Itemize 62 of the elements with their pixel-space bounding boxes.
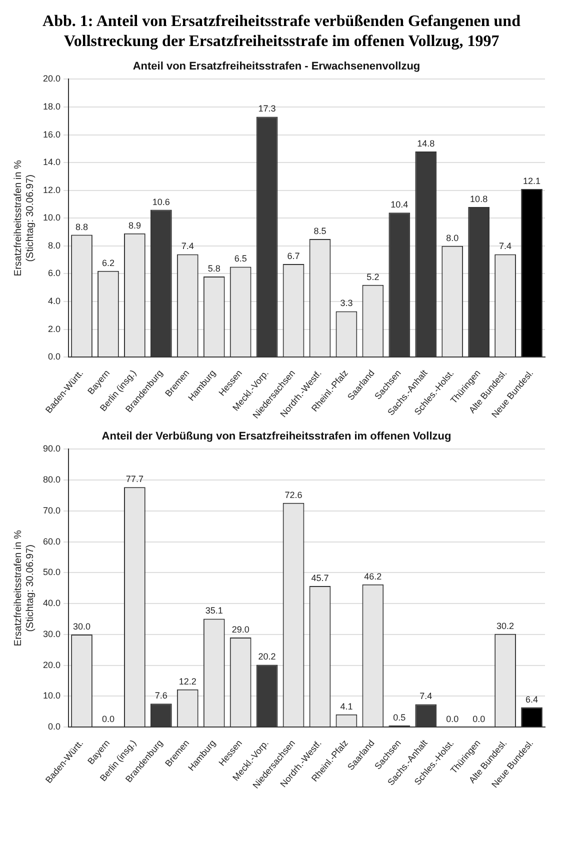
data-label: 7.4 — [420, 691, 432, 702]
y-tick-label: 70.0 — [42, 505, 61, 516]
data-label: 7.6 — [154, 690, 168, 701]
data-label: 7.4 — [499, 241, 512, 252]
y-tick-label: 8.0 — [48, 240, 61, 250]
y-tick-label: 30.0 — [42, 628, 61, 639]
data-label: 0.0 — [446, 714, 459, 724]
y-tick-label: 90.0 — [42, 444, 61, 454]
y-tick-label: 4.0 — [48, 296, 61, 306]
y-tick-label: 16.0 — [42, 129, 61, 140]
chart-title: Anteil der Verbüßung von Ersatzfreiheitsstrafen im offenen Vollzug — [102, 430, 452, 443]
y-tick-label: 0.0 — [48, 722, 61, 732]
data-label: 46.2 — [364, 571, 382, 582]
data-label: 4.1 — [340, 701, 353, 712]
y-tick-label: 40.0 — [42, 598, 61, 608]
data-label: 35.1 — [205, 606, 223, 616]
data-label: 30.2 — [496, 620, 514, 631]
y-tick-label: 20.0 — [42, 74, 61, 84]
data-label: 7.4 — [181, 241, 194, 252]
y-tick-label: 0.0 — [48, 352, 61, 362]
y-tick-label: 18.0 — [42, 101, 61, 112]
data-label: 20.2 — [258, 652, 276, 662]
data-label: 5.8 — [208, 263, 220, 274]
data-label: 29.0 — [232, 624, 250, 635]
chart-title: Abb. 1: Anteil von Ersatzfreiheitsstrafe verbüßenden Gefangenen und Vollstreckung der Ersatzfreiheitsstrafe im offenen Vollzug, 1997 — [42, 12, 522, 52]
data-label: 14.8 — [417, 138, 435, 148]
data-label: 12.2 — [178, 676, 196, 686]
y-tick-label: 80.0 — [42, 474, 61, 485]
y-tick-label: 12.0 — [42, 184, 61, 195]
data-label: 6.4 — [526, 694, 538, 704]
data-label: 8.8 — [75, 222, 88, 232]
y-tick-label: 60.0 — [42, 536, 61, 546]
data-label: 17.3 — [258, 104, 276, 114]
data-label: 77.7 — [126, 474, 144, 484]
data-label: 6.2 — [102, 258, 114, 268]
y-axis-title: Ersatzfreiheitsstrafen in % (Stichtag: 30.06.97) — [12, 160, 36, 276]
data-label: 5.2 — [366, 272, 380, 282]
data-label: 10.8 — [470, 194, 488, 204]
data-label: 0.5 — [393, 712, 406, 723]
data-label: 10.6 — [152, 196, 170, 207]
y-tick-label: 14.0 — [42, 157, 61, 168]
data-label: 6.7 — [287, 250, 300, 261]
data-label: 0.0 — [472, 714, 486, 724]
data-label: 3.3 — [340, 298, 353, 308]
data-label: 0.0 — [102, 714, 114, 724]
data-label: 72.6 — [284, 490, 302, 500]
data-label: 30.0 — [72, 621, 91, 632]
data-label: 12.1 — [523, 176, 541, 186]
chart-subtitle: Anteil von Ersatzfreiheitsstrafen - Erwachsenenvollzug — [132, 60, 420, 73]
y-tick-label: 20.0 — [42, 660, 61, 670]
y-axis-title: Ersatzfreiheitsstrafen in % (Stichtag: 30.06.97) — [12, 530, 36, 646]
y-tick-label: 50.0 — [42, 567, 61, 578]
data-label: 6.5 — [234, 254, 247, 264]
y-tick-label: 6.0 — [48, 268, 61, 278]
data-label: 8.0 — [446, 232, 459, 243]
data-label: 10.4 — [390, 200, 408, 210]
y-tick-label: 10.0 — [42, 690, 61, 701]
y-tick-label: 2.0 — [48, 324, 61, 334]
y-tick-label: 10.0 — [42, 212, 61, 223]
data-label: 8.9 — [128, 220, 141, 230]
data-label: 45.7 — [311, 572, 329, 583]
data-label: 8.5 — [314, 226, 326, 236]
